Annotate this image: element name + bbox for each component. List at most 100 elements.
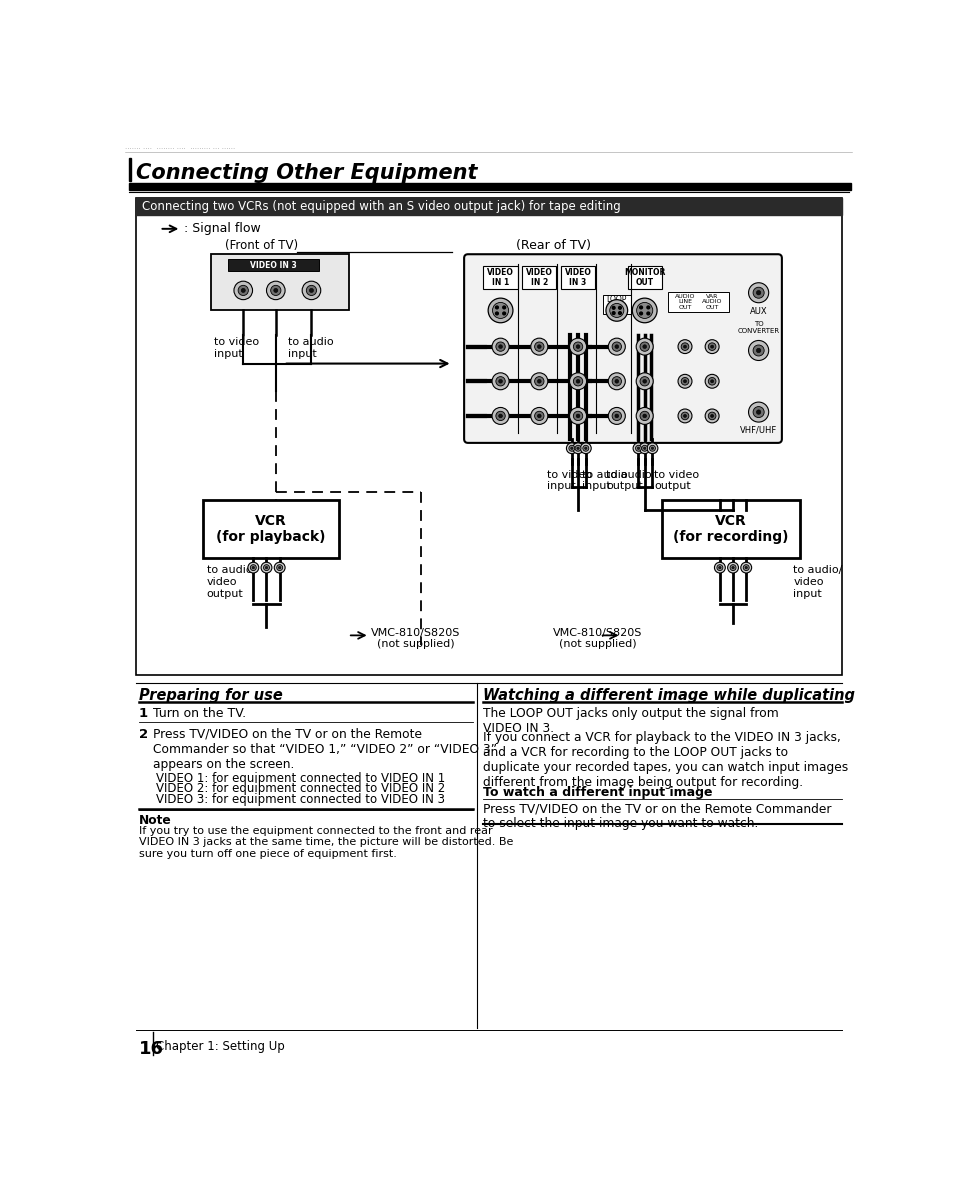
Text: to video
input: to video input bbox=[213, 337, 258, 359]
Circle shape bbox=[704, 340, 719, 353]
Text: to video
output: to video output bbox=[654, 470, 699, 491]
Circle shape bbox=[707, 342, 715, 351]
Circle shape bbox=[756, 291, 760, 295]
Circle shape bbox=[639, 443, 649, 454]
Text: VIDEO IN 3: VIDEO IN 3 bbox=[250, 261, 296, 269]
Circle shape bbox=[680, 342, 688, 351]
Circle shape bbox=[608, 372, 624, 390]
Text: VCR
(for recording): VCR (for recording) bbox=[672, 514, 787, 544]
Circle shape bbox=[530, 407, 547, 424]
Bar bbox=[136, 198, 841, 675]
Circle shape bbox=[605, 300, 627, 321]
Circle shape bbox=[274, 288, 277, 293]
Circle shape bbox=[612, 306, 615, 309]
Circle shape bbox=[642, 380, 646, 383]
Circle shape bbox=[573, 342, 582, 351]
Circle shape bbox=[568, 446, 575, 452]
Bar bbox=[521, 265, 556, 289]
Circle shape bbox=[266, 281, 285, 300]
Circle shape bbox=[609, 304, 623, 317]
Circle shape bbox=[534, 377, 543, 386]
Circle shape bbox=[716, 564, 722, 570]
Circle shape bbox=[569, 372, 586, 390]
Text: : Signal flow: : Signal flow bbox=[183, 222, 260, 235]
Circle shape bbox=[633, 443, 643, 454]
Circle shape bbox=[309, 288, 314, 293]
Text: Press TV/VIDEO on the TV or on the Remote Commander
to select the input image yo: Press TV/VIDEO on the TV or on the Remot… bbox=[483, 802, 831, 830]
Text: VIDEO 1: for equipment connected to VIDEO IN 1: VIDEO 1: for equipment connected to VIDE… bbox=[155, 772, 444, 784]
Text: Connecting two VCRs (not equipped with an S video output jack) for tape editing: Connecting two VCRs (not equipped with a… bbox=[142, 201, 620, 213]
Circle shape bbox=[710, 345, 713, 348]
Circle shape bbox=[576, 414, 579, 418]
Text: Preparing for use: Preparing for use bbox=[138, 688, 282, 703]
Circle shape bbox=[608, 339, 624, 355]
Circle shape bbox=[492, 339, 509, 355]
Circle shape bbox=[577, 447, 578, 449]
Circle shape bbox=[678, 375, 691, 388]
Circle shape bbox=[274, 562, 285, 573]
Text: AUDIO
LINE
OUT: AUDIO LINE OUT bbox=[674, 294, 695, 310]
Circle shape bbox=[646, 312, 649, 315]
Circle shape bbox=[646, 443, 658, 454]
Circle shape bbox=[636, 303, 652, 318]
Circle shape bbox=[579, 443, 591, 454]
Circle shape bbox=[680, 412, 688, 419]
Text: 2: 2 bbox=[138, 728, 148, 741]
Text: Chapter 1: Setting Up: Chapter 1: Setting Up bbox=[156, 1040, 285, 1052]
Circle shape bbox=[492, 407, 509, 424]
Bar bbox=[211, 255, 348, 310]
Text: Press TV/VIDEO on the TV or on the Remote
Commander so that “VIDEO 1,” “VIDEO 2”: Press TV/VIDEO on the TV or on the Remot… bbox=[152, 728, 497, 771]
Circle shape bbox=[639, 411, 649, 420]
Bar bbox=[602, 295, 630, 313]
Circle shape bbox=[278, 567, 280, 569]
Bar bbox=[483, 265, 517, 289]
Circle shape bbox=[678, 410, 691, 423]
Text: TO
CONVERTER: TO CONVERTER bbox=[737, 321, 779, 334]
Circle shape bbox=[252, 567, 254, 569]
Circle shape bbox=[748, 340, 768, 360]
Bar bbox=[661, 500, 799, 557]
Circle shape bbox=[618, 312, 620, 315]
Circle shape bbox=[582, 446, 588, 452]
Text: VIDEO
IN 1: VIDEO IN 1 bbox=[487, 268, 514, 287]
Text: The LOOP OUT jacks only output the signal from
VIDEO IN 3.: The LOOP OUT jacks only output the signa… bbox=[483, 707, 779, 735]
Text: VMC-810/S820S
(not supplied): VMC-810/S820S (not supplied) bbox=[371, 628, 460, 650]
Circle shape bbox=[572, 443, 583, 454]
Text: Note: Note bbox=[138, 814, 172, 827]
Circle shape bbox=[707, 377, 715, 386]
Circle shape bbox=[496, 342, 505, 351]
Text: VIDEO 2: for equipment connected to VIDEO IN 2: VIDEO 2: for equipment connected to VIDE… bbox=[155, 782, 444, 795]
Circle shape bbox=[632, 298, 657, 323]
Text: VHF/UHF: VHF/UHF bbox=[740, 425, 777, 435]
Circle shape bbox=[575, 446, 580, 452]
Bar bbox=[560, 265, 595, 289]
Circle shape bbox=[233, 281, 253, 300]
Circle shape bbox=[263, 564, 269, 570]
Circle shape bbox=[615, 345, 618, 348]
Bar bbox=[129, 183, 850, 190]
Circle shape bbox=[530, 339, 547, 355]
Circle shape bbox=[612, 411, 620, 420]
Circle shape bbox=[537, 380, 540, 383]
Circle shape bbox=[241, 288, 245, 293]
Circle shape bbox=[704, 410, 719, 423]
Circle shape bbox=[612, 342, 620, 351]
Text: to audio/
video
input: to audio/ video input bbox=[793, 566, 842, 598]
Circle shape bbox=[756, 410, 760, 414]
Circle shape bbox=[502, 306, 505, 309]
Circle shape bbox=[576, 380, 579, 383]
Circle shape bbox=[306, 286, 316, 295]
Circle shape bbox=[744, 567, 746, 569]
Circle shape bbox=[680, 377, 688, 386]
Bar bbox=[627, 265, 661, 289]
Text: to video
input: to video input bbox=[546, 470, 592, 491]
Circle shape bbox=[752, 407, 763, 418]
Text: to audio/
video
output: to audio/ video output bbox=[207, 566, 256, 598]
Circle shape bbox=[615, 380, 618, 383]
Circle shape bbox=[636, 372, 653, 390]
Circle shape bbox=[238, 286, 248, 295]
Circle shape bbox=[642, 345, 646, 348]
Text: 1: 1 bbox=[138, 707, 148, 719]
Circle shape bbox=[566, 443, 577, 454]
Text: VIDEO
IN 3: VIDEO IN 3 bbox=[564, 268, 591, 287]
